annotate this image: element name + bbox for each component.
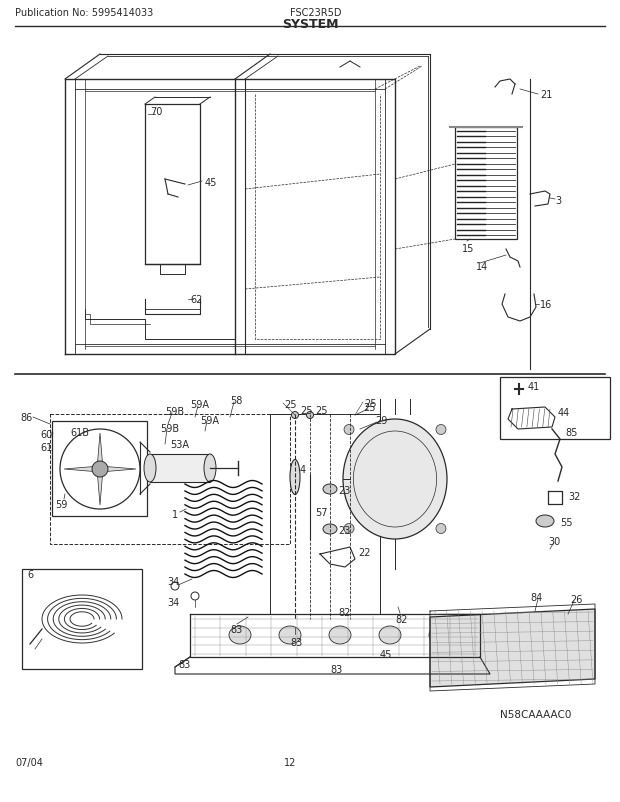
Ellipse shape — [290, 460, 300, 495]
Text: 83: 83 — [290, 638, 303, 647]
Text: 83: 83 — [230, 624, 242, 634]
Text: 16: 16 — [540, 300, 552, 310]
Circle shape — [436, 524, 446, 534]
Text: 61: 61 — [40, 443, 52, 452]
Text: 83: 83 — [330, 664, 342, 674]
Ellipse shape — [379, 626, 401, 644]
Text: 59A: 59A — [200, 415, 219, 426]
Text: 6: 6 — [27, 569, 33, 579]
Ellipse shape — [536, 516, 554, 528]
Polygon shape — [108, 467, 136, 472]
Text: 45: 45 — [380, 649, 392, 659]
Bar — [270, 415, 380, 614]
Ellipse shape — [323, 484, 337, 494]
Text: 44: 44 — [558, 407, 570, 418]
Text: 86: 86 — [20, 412, 32, 423]
Ellipse shape — [144, 455, 156, 482]
Ellipse shape — [329, 626, 351, 644]
Polygon shape — [64, 467, 92, 472]
Bar — [50, 415, 290, 545]
Text: 25: 25 — [284, 399, 296, 410]
Text: 85: 85 — [565, 427, 577, 437]
Text: 26: 26 — [570, 594, 582, 604]
Circle shape — [92, 461, 108, 477]
Text: 12: 12 — [284, 757, 296, 767]
Text: 34: 34 — [167, 577, 179, 586]
Text: 21: 21 — [540, 90, 552, 100]
Text: 25: 25 — [363, 403, 376, 412]
Text: 45: 45 — [205, 178, 218, 188]
Bar — [22, 569, 142, 669]
Text: 23: 23 — [338, 485, 350, 496]
Text: 22: 22 — [358, 547, 371, 557]
Text: 55: 55 — [560, 517, 572, 528]
Text: 3: 3 — [555, 196, 561, 206]
Text: 25: 25 — [364, 399, 376, 408]
Ellipse shape — [343, 419, 447, 539]
Text: 59B: 59B — [160, 423, 179, 433]
Polygon shape — [430, 610, 595, 687]
Text: 30: 30 — [548, 537, 560, 546]
Polygon shape — [97, 477, 102, 505]
Text: 53A: 53A — [170, 439, 189, 449]
Bar — [150, 455, 210, 482]
Polygon shape — [97, 433, 102, 462]
Text: 60: 60 — [40, 429, 52, 439]
Circle shape — [344, 524, 354, 534]
Ellipse shape — [291, 412, 298, 419]
Text: N58CAAAAC0: N58CAAAAC0 — [500, 709, 572, 719]
Circle shape — [344, 425, 354, 435]
Text: 41: 41 — [528, 382, 540, 391]
Bar — [52, 422, 147, 516]
Text: 15: 15 — [462, 244, 474, 253]
Ellipse shape — [204, 455, 216, 482]
Text: 57: 57 — [315, 508, 327, 517]
Text: 34: 34 — [167, 597, 179, 607]
Text: 82: 82 — [395, 614, 407, 624]
Ellipse shape — [323, 525, 337, 534]
Text: 23: 23 — [338, 525, 350, 535]
Bar — [500, 378, 610, 439]
Text: 25: 25 — [300, 406, 312, 415]
Text: SYSTEM: SYSTEM — [281, 18, 339, 31]
Text: 07/04: 07/04 — [15, 757, 43, 767]
Text: 59A: 59A — [190, 399, 209, 410]
Text: Publication No: 5995414033: Publication No: 5995414033 — [15, 8, 153, 18]
Text: 59: 59 — [55, 500, 68, 509]
Text: 70: 70 — [150, 107, 162, 117]
Text: 25: 25 — [315, 406, 327, 415]
Text: 29: 29 — [375, 415, 388, 426]
Bar — [455, 128, 517, 240]
Ellipse shape — [279, 626, 301, 644]
Ellipse shape — [229, 626, 251, 644]
Ellipse shape — [429, 626, 451, 644]
Text: 61B: 61B — [70, 427, 89, 437]
Text: 84: 84 — [530, 592, 542, 602]
Text: 83: 83 — [178, 659, 190, 669]
Text: 32: 32 — [568, 492, 580, 501]
Text: FSC23R5D: FSC23R5D — [290, 8, 342, 18]
Ellipse shape — [306, 412, 314, 419]
Text: 58: 58 — [230, 395, 242, 406]
Text: 59B: 59B — [165, 407, 184, 416]
Text: 62: 62 — [190, 294, 202, 305]
Text: 82: 82 — [338, 607, 350, 618]
Circle shape — [436, 425, 446, 435]
Text: 1: 1 — [172, 509, 178, 520]
Text: 14: 14 — [476, 261, 489, 272]
Text: 4: 4 — [300, 464, 306, 475]
